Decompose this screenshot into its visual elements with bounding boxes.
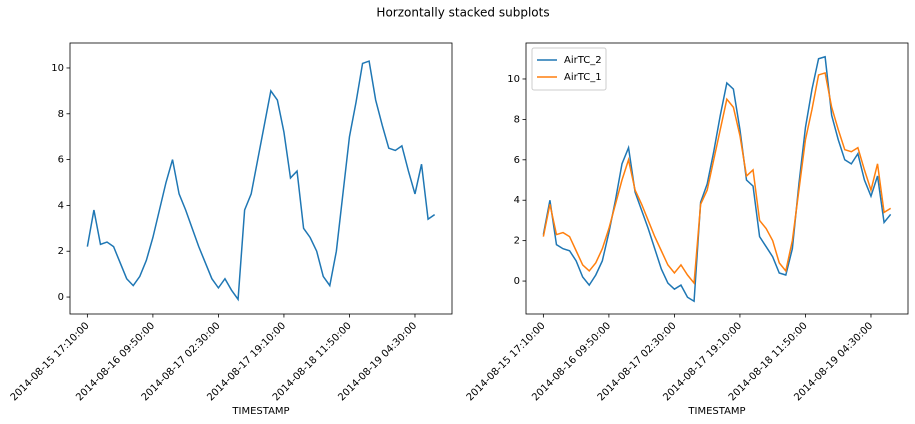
line-series bbox=[542, 71, 892, 286]
plot-frame bbox=[525, 42, 909, 315]
line-series bbox=[542, 55, 892, 303]
plot-area bbox=[70, 43, 452, 314]
figure-title: Horzontally stacked subplots bbox=[376, 6, 549, 20]
y-tick-label: 10 bbox=[51, 63, 64, 74]
x-axis-label: TIMESTAMP bbox=[231, 406, 289, 417]
y-tick-label: 6 bbox=[58, 155, 64, 166]
plot-frame bbox=[69, 42, 453, 315]
y-tick-label: 0 bbox=[58, 292, 64, 303]
y-tick-label: 8 bbox=[514, 114, 520, 125]
y-tick-label: 4 bbox=[514, 195, 520, 206]
legend-label: AirTC_1 bbox=[564, 72, 602, 83]
legend: AirTC_2 AirTC_1 bbox=[531, 47, 607, 91]
y-tick-label: 2 bbox=[58, 246, 64, 257]
legend-frame bbox=[531, 47, 607, 91]
y-tick-label: 10 bbox=[507, 74, 520, 85]
y-tick-label: 2 bbox=[514, 236, 520, 247]
y-tick-label: 4 bbox=[58, 200, 64, 211]
y-tick-label: 6 bbox=[514, 155, 520, 166]
y-tick-label: 0 bbox=[514, 276, 520, 287]
x-axis-label: TIMESTAMP bbox=[687, 406, 745, 417]
y-tick-label: 8 bbox=[58, 109, 64, 120]
line-series bbox=[86, 60, 436, 302]
legend-label: AirTC_2 bbox=[564, 55, 602, 66]
